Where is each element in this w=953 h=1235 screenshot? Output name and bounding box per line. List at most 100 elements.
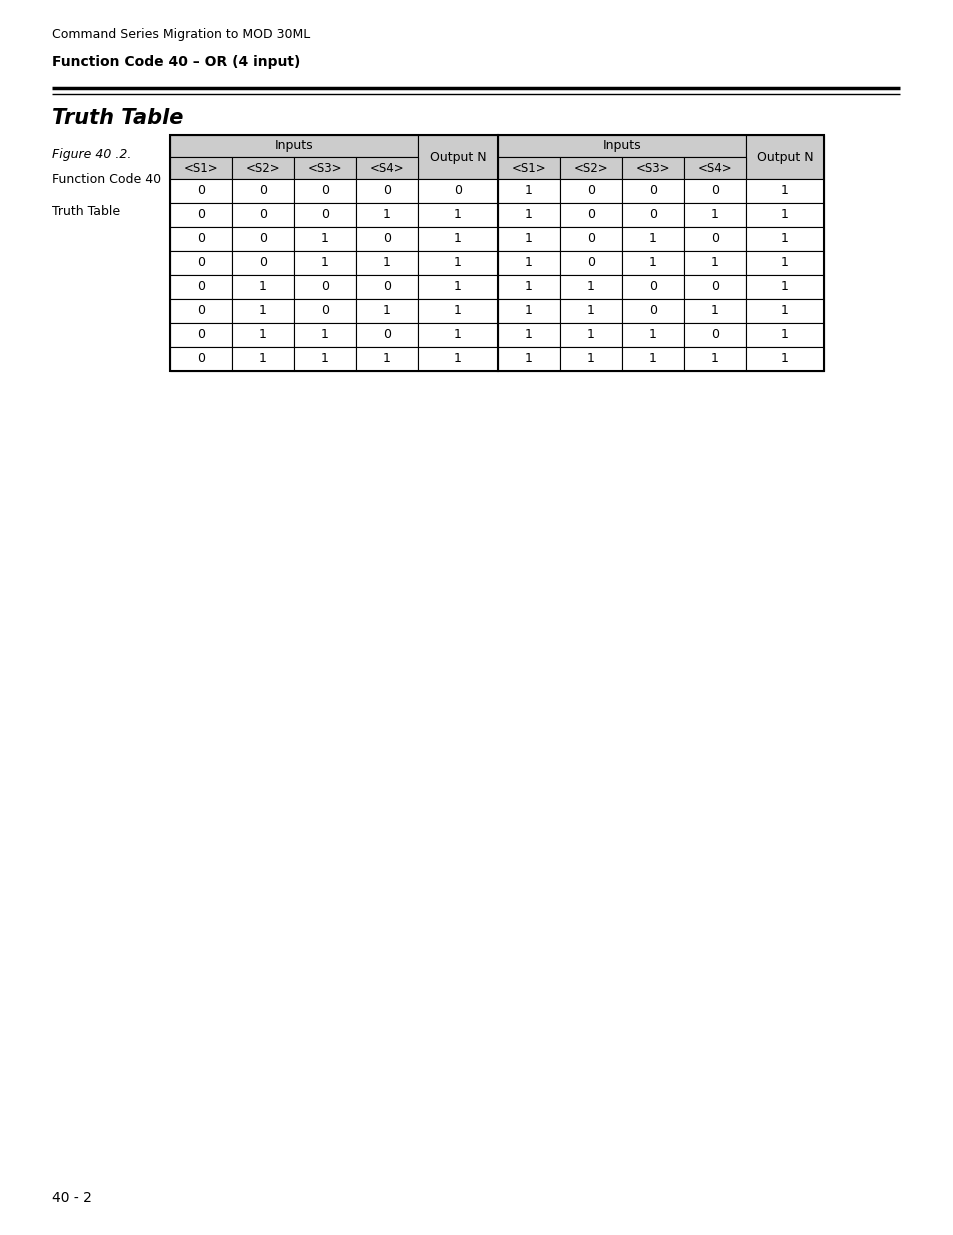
Text: <S2>: <S2>: [573, 162, 608, 174]
Text: 1: 1: [586, 352, 595, 366]
Text: 0: 0: [258, 257, 267, 269]
Bar: [417, 227, 497, 251]
Bar: [417, 299, 497, 324]
Text: 1: 1: [524, 280, 533, 294]
Text: 1: 1: [586, 305, 595, 317]
Text: 1: 1: [259, 280, 267, 294]
Bar: [294, 275, 355, 299]
Bar: [745, 275, 823, 299]
Bar: [497, 157, 559, 179]
Text: 0: 0: [196, 329, 205, 342]
Text: 1: 1: [321, 352, 329, 366]
Text: 1: 1: [648, 352, 657, 366]
Bar: [621, 179, 683, 203]
Text: 0: 0: [382, 232, 391, 246]
Text: 0: 0: [196, 257, 205, 269]
Text: 1: 1: [781, 232, 788, 246]
Text: <S1>: <S1>: [184, 162, 218, 174]
Text: <S4>: <S4>: [697, 162, 732, 174]
Bar: [355, 347, 417, 370]
Bar: [294, 227, 355, 251]
Bar: [559, 157, 621, 179]
Bar: [417, 347, 497, 370]
Text: 1: 1: [454, 232, 461, 246]
Text: <S4>: <S4>: [370, 162, 404, 174]
Text: 1: 1: [454, 209, 461, 221]
Bar: [621, 347, 683, 370]
Bar: [683, 347, 745, 370]
Bar: [497, 179, 559, 203]
Text: 0: 0: [648, 305, 657, 317]
Bar: [232, 227, 294, 251]
Bar: [497, 203, 559, 227]
Text: 1: 1: [259, 329, 267, 342]
Text: 0: 0: [648, 280, 657, 294]
Bar: [497, 347, 559, 370]
Text: 1: 1: [524, 209, 533, 221]
Bar: [232, 203, 294, 227]
Text: 1: 1: [781, 184, 788, 198]
Text: 0: 0: [382, 329, 391, 342]
Text: 1: 1: [781, 329, 788, 342]
Bar: [417, 203, 497, 227]
Bar: [294, 347, 355, 370]
Text: 1: 1: [454, 280, 461, 294]
Bar: [497, 135, 745, 157]
Text: 1: 1: [321, 232, 329, 246]
Bar: [294, 203, 355, 227]
Text: 1: 1: [781, 352, 788, 366]
Text: 0: 0: [586, 257, 595, 269]
Bar: [355, 203, 417, 227]
Bar: [294, 324, 355, 347]
Text: 1: 1: [586, 329, 595, 342]
Bar: [683, 275, 745, 299]
Bar: [232, 179, 294, 203]
Text: 1: 1: [259, 305, 267, 317]
Bar: [170, 203, 232, 227]
Bar: [745, 179, 823, 203]
Text: 1: 1: [648, 232, 657, 246]
Bar: [621, 324, 683, 347]
Bar: [170, 157, 232, 179]
Bar: [232, 324, 294, 347]
Text: Inputs: Inputs: [602, 140, 640, 152]
Text: 1: 1: [524, 184, 533, 198]
Bar: [683, 179, 745, 203]
Text: 1: 1: [383, 257, 391, 269]
Bar: [559, 251, 621, 275]
Bar: [355, 324, 417, 347]
Text: 0: 0: [258, 209, 267, 221]
Bar: [170, 179, 232, 203]
Text: <S2>: <S2>: [246, 162, 280, 174]
Text: 1: 1: [383, 305, 391, 317]
Text: 1: 1: [710, 352, 719, 366]
Text: 0: 0: [196, 305, 205, 317]
Text: Output N: Output N: [429, 151, 486, 163]
Text: <S1>: <S1>: [511, 162, 546, 174]
Text: 1: 1: [383, 352, 391, 366]
Bar: [355, 299, 417, 324]
Bar: [355, 179, 417, 203]
Text: 1: 1: [586, 280, 595, 294]
Text: 1: 1: [781, 209, 788, 221]
Bar: [559, 347, 621, 370]
Bar: [497, 299, 559, 324]
Text: 0: 0: [320, 209, 329, 221]
Text: 0: 0: [648, 209, 657, 221]
Bar: [497, 251, 559, 275]
Bar: [170, 299, 232, 324]
Bar: [417, 324, 497, 347]
Text: 1: 1: [524, 232, 533, 246]
Bar: [559, 227, 621, 251]
Bar: [745, 299, 823, 324]
Text: 1: 1: [710, 257, 719, 269]
Bar: [683, 324, 745, 347]
Text: Figure 40 .2.: Figure 40 .2.: [52, 148, 132, 161]
Bar: [355, 275, 417, 299]
Text: Function Code 40 – OR (4 input): Function Code 40 – OR (4 input): [52, 56, 300, 69]
Text: 1: 1: [321, 257, 329, 269]
Bar: [683, 299, 745, 324]
Bar: [745, 324, 823, 347]
Bar: [232, 347, 294, 370]
Text: 0: 0: [320, 280, 329, 294]
